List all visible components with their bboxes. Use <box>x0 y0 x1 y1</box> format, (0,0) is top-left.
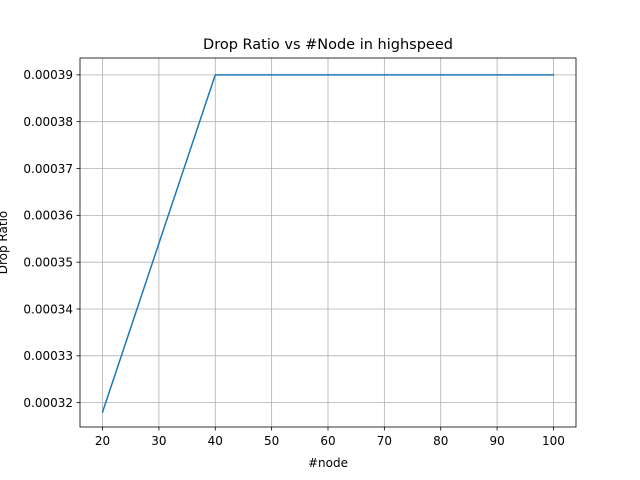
axis-ticks: 20 30 40 50 60 70 80 90 100 0.00032 0.00033 0.00034… <box>23 68 565 448</box>
y-tick-label: 0.00038 <box>23 115 73 129</box>
chart-title: Drop Ratio vs #Node in highspeed <box>203 37 453 53</box>
x-axis-label: #node <box>308 456 348 470</box>
x-tick-label: 70 <box>377 434 392 448</box>
y-tick-label: 0.00034 <box>23 302 73 316</box>
x-tick-label: 60 <box>320 434 335 448</box>
series-lines <box>101 74 555 413</box>
x-tick-label: 40 <box>208 434 223 448</box>
y-tick-label: 0.00032 <box>23 396 73 410</box>
x-tick-label: 80 <box>433 434 448 448</box>
y-tick-label: 0.00036 <box>23 209 73 223</box>
y-tick-label: 0.00039 <box>23 68 73 82</box>
x-tick-label: 20 <box>95 434 110 448</box>
y-tick-label: 0.00037 <box>23 162 73 176</box>
x-tick-label: 30 <box>151 434 166 448</box>
y-axis-label: Drop Ratio <box>0 211 10 275</box>
x-tick-label: 90 <box>489 434 504 448</box>
x-tick-label: 50 <box>264 434 279 448</box>
y-tick-label: 0.00033 <box>23 349 73 363</box>
y-tick-label: 0.00035 <box>23 255 73 269</box>
series-line-0 <box>101 74 555 413</box>
x-tick-label: 100 <box>542 434 565 448</box>
